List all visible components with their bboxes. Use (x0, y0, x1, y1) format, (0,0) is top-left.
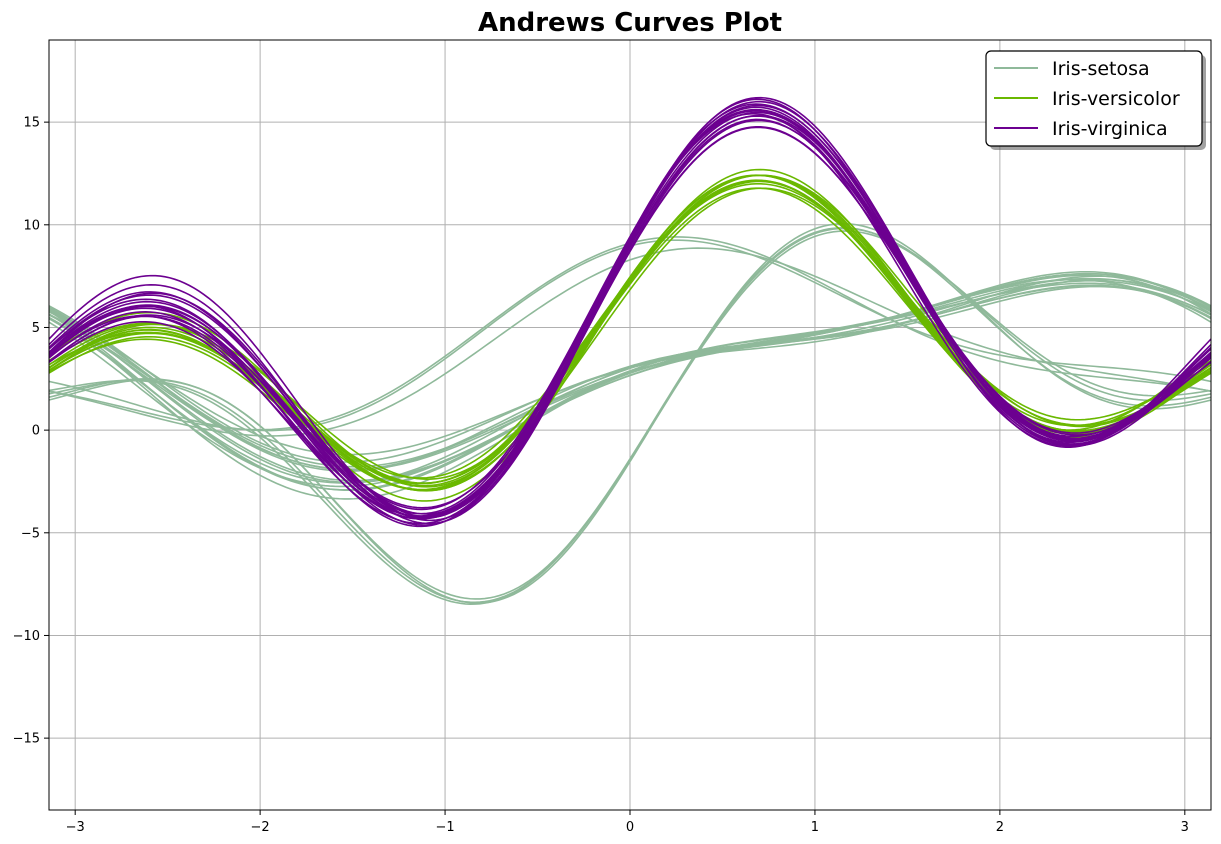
curve-iris-virginica (49, 103, 1211, 528)
curves (49, 96, 1211, 605)
curve-iris-virginica (49, 126, 1211, 517)
y-tick-label: 5 (32, 321, 40, 336)
curve-iris-virginica (49, 118, 1211, 518)
curve-iris-setosa (49, 278, 1211, 488)
curve-iris-setosa (49, 226, 1211, 600)
x-tick-label: 0 (626, 820, 634, 835)
legend-box (985, 50, 1203, 147)
y-axis-ticks: −15 −10 −5 0 5 10 15 (13, 116, 49, 747)
legend-label: Iris-versicolor (1052, 88, 1180, 110)
y-tick-label: 0 (32, 424, 40, 439)
legend-label: Iris-setosa (1052, 58, 1150, 80)
curve-iris-setosa (49, 284, 1211, 468)
y-tick-label: 10 (23, 218, 40, 233)
y-tick-label: 15 (23, 116, 40, 131)
curve-iris-virginica (49, 98, 1211, 522)
x-tick-label: −1 (435, 820, 454, 835)
curve-iris-setosa (49, 285, 1211, 492)
curve-iris-setosa (49, 280, 1211, 456)
y-tick-label: −15 (13, 732, 40, 747)
x-tick-label: 2 (996, 820, 1004, 835)
x-tick-label: −3 (66, 820, 85, 835)
curve-iris-setosa (49, 277, 1211, 482)
x-tick-label: 1 (811, 820, 819, 835)
y-tick-label: −5 (21, 526, 40, 541)
legend: Iris-setosa Iris-versicolor Iris-virginica (985, 50, 1206, 150)
chart-title: Andrews Curves Plot (478, 8, 782, 38)
x-tick-label: −2 (251, 820, 270, 835)
grid-lines (49, 40, 1211, 810)
x-tick-label: 3 (1181, 820, 1189, 835)
curve-iris-setosa (49, 278, 1211, 472)
legend-label: Iris-virginica (1052, 118, 1168, 140)
y-tick-label: −10 (13, 629, 40, 644)
x-axis-ticks: −3 −2 −1 0 1 2 3 (66, 810, 1189, 835)
